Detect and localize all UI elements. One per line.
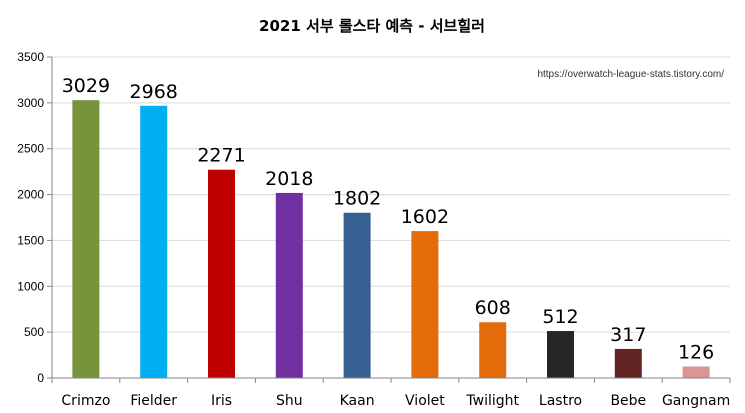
source-annotation: https://overwatch-league-stats.tistory.c… [537, 69, 724, 80]
data-label-twilight: 608 [475, 297, 511, 319]
bar-fielder [140, 105, 168, 379]
y-tick-label: 2500 [17, 142, 44, 156]
chart-title: 2021 서부 롤스타 예측 - 서브힐러 [259, 17, 485, 35]
data-label-gangnam: 126 [678, 341, 714, 363]
y-tick-label: 3000 [17, 96, 44, 110]
y-tick-label: 0 [37, 371, 44, 385]
x-tick-label-violet: Violet [405, 393, 445, 409]
data-label-bebe: 317 [610, 324, 646, 346]
bar-bebe [614, 348, 642, 378]
bar-violet [411, 231, 439, 378]
bar-kaan [343, 212, 371, 378]
y-tick-label: 1500 [17, 233, 44, 247]
x-tick-label-iris: Iris [211, 393, 232, 409]
data-label-fielder: 2968 [130, 81, 178, 103]
data-label-violet: 1602 [401, 206, 449, 228]
data-label-kaan: 1802 [333, 188, 381, 210]
x-axis: Crimzo Fielder Iris Shu Kaan Violet Twilight La… [51, 57, 731, 409]
bar-gangnam [682, 366, 710, 378]
y-tick-label: 1000 [17, 279, 44, 293]
x-tick-label-fielder: Fielder [130, 393, 177, 409]
bar-lastro [547, 331, 574, 378]
data-label-iris: 2271 [197, 145, 245, 167]
bar-twilight [479, 322, 507, 378]
x-tick-label-lastro: Lastro [539, 393, 582, 409]
y-tick-label: 3500 [17, 50, 44, 64]
bar-shu [275, 192, 303, 378]
x-tick-label-bebe: Bebe [610, 393, 646, 409]
data-labels: 3029 2968 2271 2018 1802 1602 608 512 317 126 [62, 75, 715, 363]
data-label-shu: 2018 [265, 168, 313, 190]
x-tick-label-gangnam: Gangnam [662, 393, 730, 409]
x-tick-label-shu: Shu [276, 393, 303, 409]
y-tick-label: 2000 [17, 188, 44, 202]
y-tick-label: 500 [24, 325, 44, 339]
data-label-crimzo: 3029 [62, 75, 110, 97]
x-tick-label-twilight: Twilight [465, 393, 519, 409]
y-axis-ticks: 0 500 1000 1500 2000 2500 3000 3500 [17, 50, 52, 385]
bar-crimzo [72, 100, 100, 379]
bars [72, 100, 710, 379]
x-tick-label-crimzo: Crimzo [61, 393, 110, 409]
bar-iris [208, 169, 235, 378]
data-label-lastro: 512 [542, 306, 578, 328]
x-tick-label-kaan: Kaan [340, 393, 375, 409]
